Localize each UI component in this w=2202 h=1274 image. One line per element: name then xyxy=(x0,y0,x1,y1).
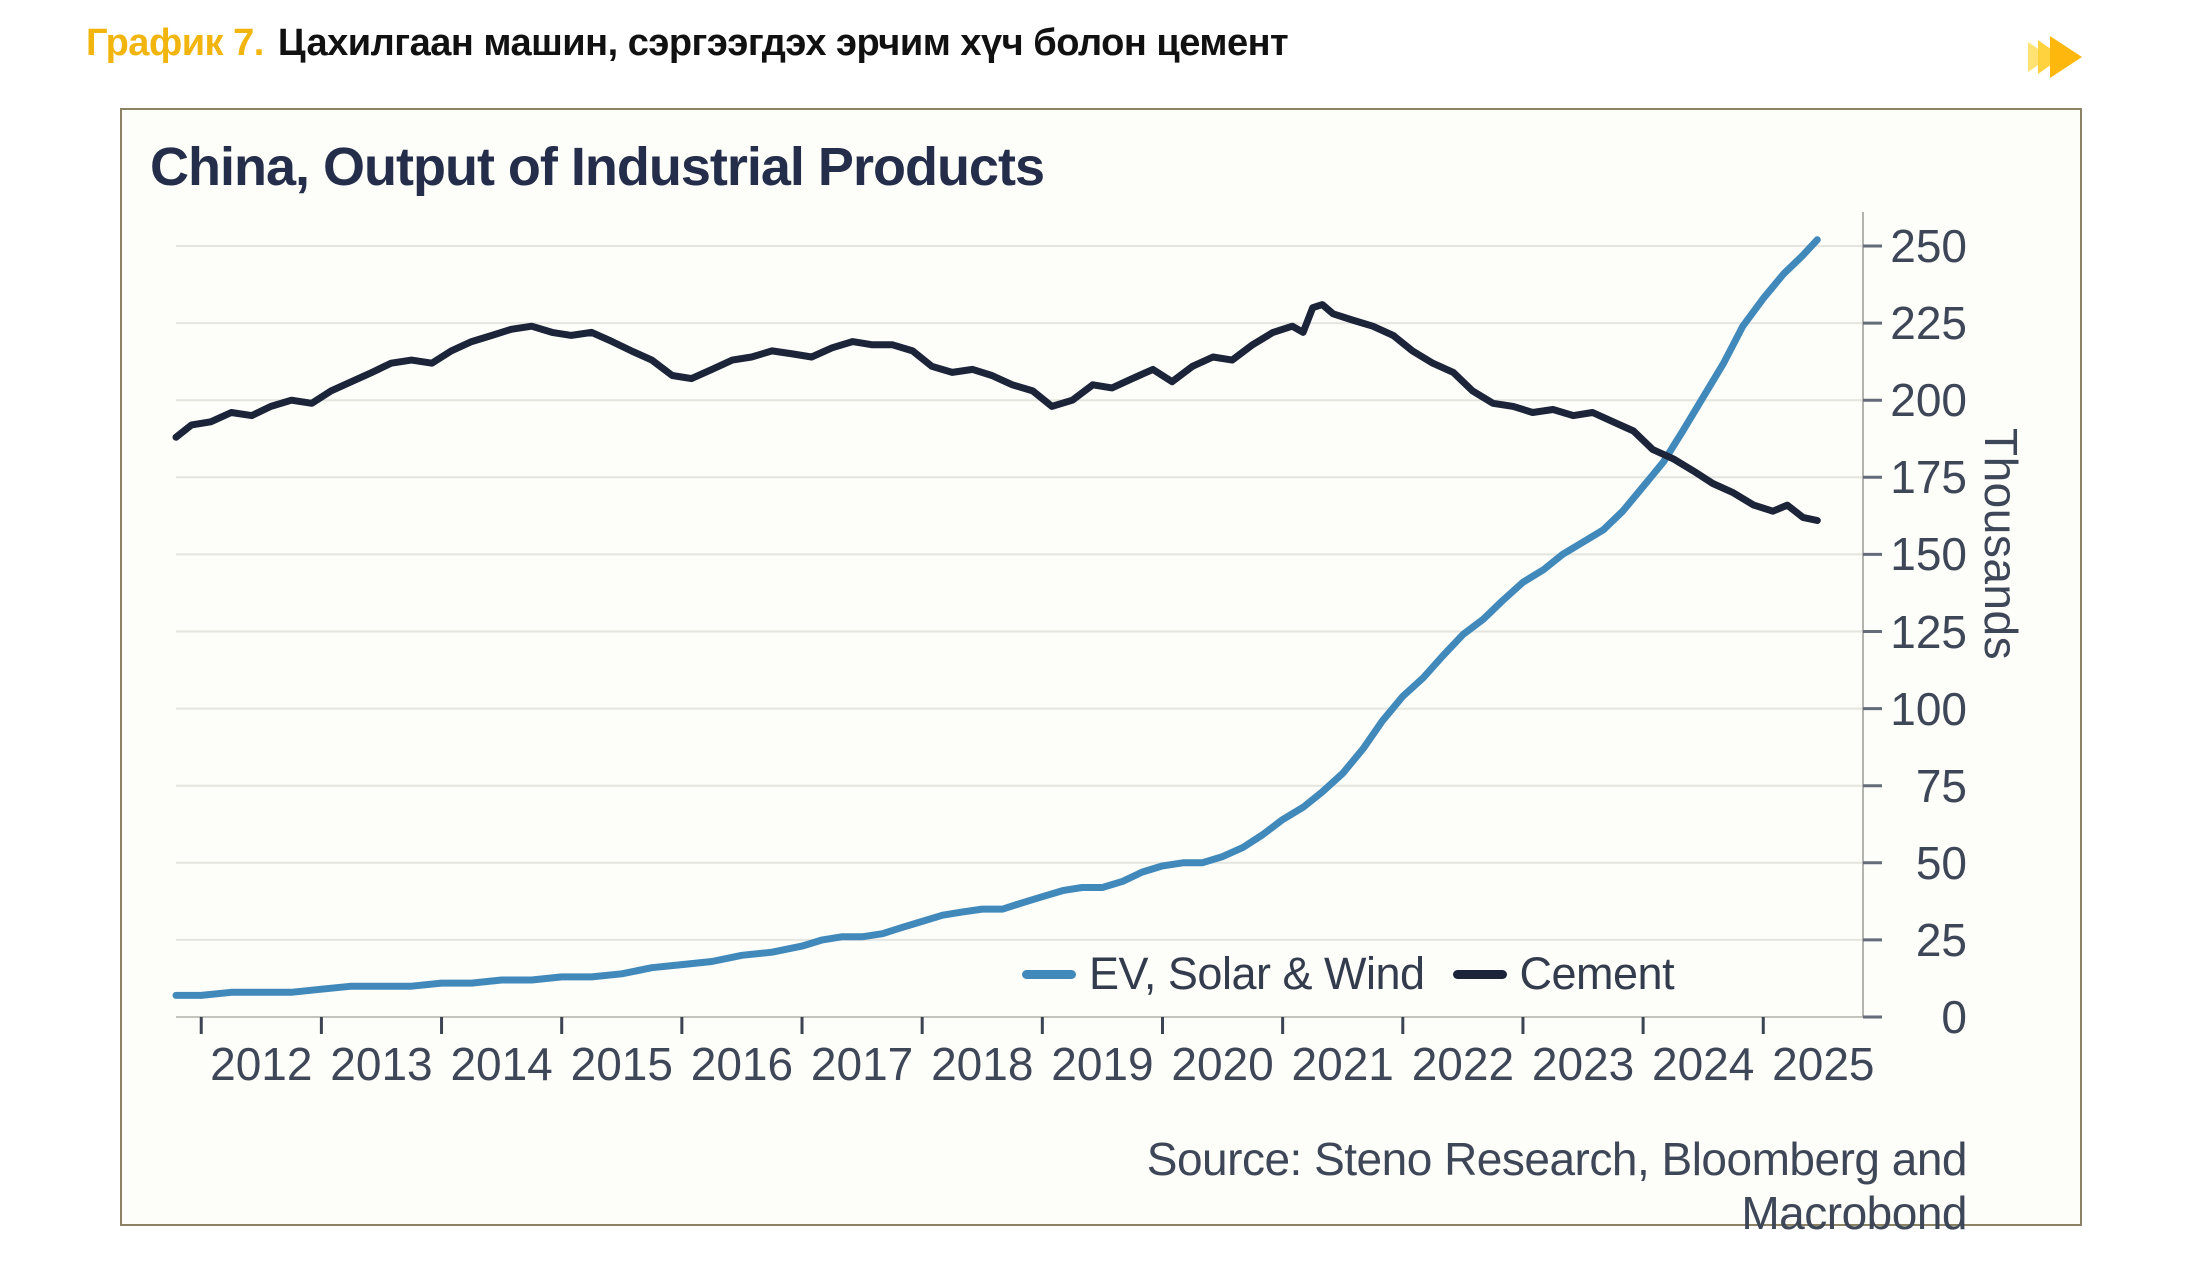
x-tick-label-2020: 2020 xyxy=(1171,1038,1274,1090)
y-axis-unit-label: Thousands xyxy=(1975,428,2027,661)
x-tick-label-2012: 2012 xyxy=(210,1038,313,1090)
x-tick-label-2025: 2025 xyxy=(1772,1038,1875,1090)
legend-label: Cement xyxy=(1519,948,1675,999)
legend-item-ev-solar-wind: EV, Solar & Wind xyxy=(1022,948,1425,1000)
x-tick-label-2024: 2024 xyxy=(1652,1038,1755,1090)
legend-swatch xyxy=(1452,969,1507,979)
legend-label: EV, Solar & Wind xyxy=(1089,948,1425,999)
legend-item-cement: Cement xyxy=(1452,948,1675,1000)
y-tick-label-250: 250 xyxy=(1890,220,1967,272)
x-tick-label-2013: 2013 xyxy=(330,1038,433,1090)
x-tick-label-2023: 2023 xyxy=(1531,1038,1635,1090)
series-line-ev-solar-wind xyxy=(172,236,1821,999)
figure-header: График 7. Цахилгаан машин, сэргээгдэх эрч… xyxy=(86,22,1289,65)
legend-swatch xyxy=(1022,969,1076,979)
x-tick-label-2019: 2019 xyxy=(1051,1038,1154,1090)
y-tick-label-125: 125 xyxy=(1890,605,1967,658)
x-tick-label-2015: 2015 xyxy=(570,1038,673,1090)
x-tick-label-2021: 2021 xyxy=(1291,1038,1394,1090)
x-tick-label-2017: 2017 xyxy=(810,1038,914,1090)
y-tick-label-200: 200 xyxy=(1890,374,1967,427)
y-tick-label-50: 50 xyxy=(1915,836,1967,889)
y-tick-label-0: 0 xyxy=(1941,991,1967,1043)
y-tick-label-175: 175 xyxy=(1890,451,1967,504)
y-tick-label-150: 150 xyxy=(1890,528,1967,581)
y-tick-label-25: 25 xyxy=(1915,913,1967,966)
line-chart-canvas xyxy=(172,212,1882,1034)
figure-title: Цахилгаан машин, сэргээгдэх эрчим хүч бо… xyxy=(277,22,1289,64)
x-tick-label-2018: 2018 xyxy=(931,1038,1034,1090)
fast-forward-icon xyxy=(2028,36,2082,78)
chart-panel: China, Output of Industrial Products 0 25… xyxy=(120,108,2082,1239)
chart-legend: EV, Solar & Wind Cement xyxy=(1022,948,1675,1000)
series-line-cement xyxy=(172,301,1821,524)
x-tick-label-2014: 2014 xyxy=(450,1038,553,1090)
y-tick-label-75: 75 xyxy=(1915,759,1967,812)
y-tick-label-100: 100 xyxy=(1890,682,1967,735)
chart-title: China, Output of Industrial Products xyxy=(150,137,1045,197)
figure-number-label: График 7. xyxy=(86,22,264,64)
x-tick-label-2016: 2016 xyxy=(690,1038,794,1090)
x-tick-label-2022: 2022 xyxy=(1411,1038,1515,1090)
y-tick-label-225: 225 xyxy=(1890,297,1967,350)
source-note: Source: Steno Research, Bloomberg and Ma… xyxy=(1146,1133,1968,1239)
